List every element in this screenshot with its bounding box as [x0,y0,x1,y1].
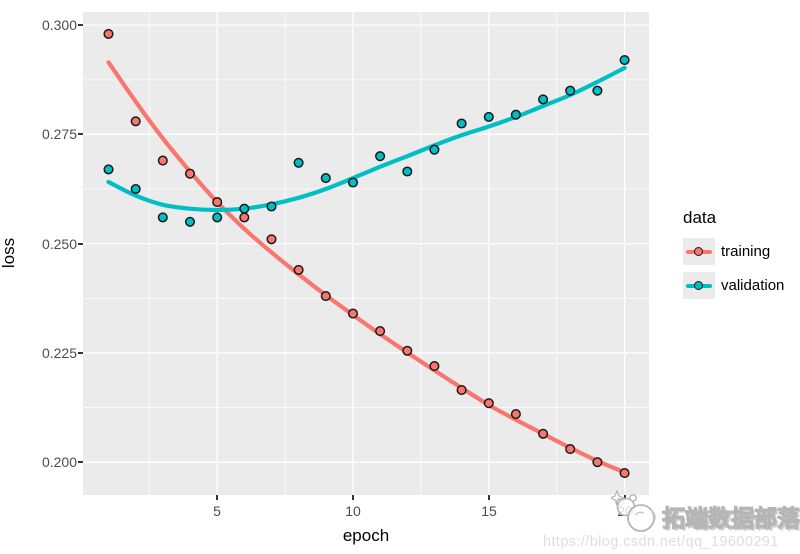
plot-area [83,12,649,495]
validation-point [483,111,494,122]
training-point [565,444,576,455]
validation-point [184,216,196,227]
legend-point-icon [694,280,703,290]
training-point [293,264,304,275]
watermark-brand: 拓端数据部落 [662,505,800,532]
training-point [483,398,494,409]
training-point [157,155,168,166]
validation-point [510,109,521,120]
panel-background [83,12,649,495]
y-axis-title: loss [0,237,18,269]
legend-label-training: training [721,243,771,260]
legend: data training validation [683,208,784,306]
legend-key-training [683,238,715,265]
y-tick-label: 0.200 [41,454,77,470]
validation-point [429,144,440,155]
x-tick-label: 15 [481,503,497,519]
training-point [402,345,413,356]
x-tick-mark [624,495,626,500]
training-point [239,212,250,223]
legend-title: data [683,208,717,227]
validation-point [266,201,277,212]
y-tick-mark [78,352,83,354]
y-tick-mark [78,133,83,135]
training-point [184,168,196,179]
validation-point [320,173,331,184]
training-point [130,116,141,127]
legend-item-training: training [683,238,784,265]
validation-point [130,183,141,195]
validation-point [347,177,359,188]
y-tick-mark [78,461,83,463]
x-tick-label: 10 [345,503,361,519]
validation-point [212,212,223,223]
validation-point [293,157,304,168]
validation-point [538,94,549,105]
y-tick-label: 0.250 [41,236,77,252]
validation-point [619,55,630,66]
x-axis-title: epoch [342,526,390,545]
training-point [592,457,603,468]
legend-key-validation [683,272,715,299]
y-tick-label: 0.275 [41,126,77,142]
validation-point [456,118,467,129]
x-tick-mark [488,495,490,500]
validation-point [402,166,413,177]
legend-item-validation: validation [683,272,784,299]
training-point [347,308,359,319]
validation-point [157,212,168,223]
y-tick-label: 0.225 [41,345,77,361]
y-tick-mark [78,24,83,26]
training-point [429,361,440,372]
validation-point [375,151,386,162]
watermark-url: https://blog.csdn.net/qq_19600291 [543,534,779,550]
y-tick-label: 0.300 [41,17,77,33]
training-point [320,291,331,302]
training-point [266,234,277,245]
training-point [212,197,223,208]
training-point [375,326,386,337]
legend-label-validation: validation [721,277,785,294]
validation-point [565,85,576,96]
training-point [510,409,521,420]
plot-panel [83,12,649,495]
x-tick-mark [216,495,218,500]
x-tick-label: 5 [213,503,221,519]
y-tick-mark [78,243,83,245]
watermark-logo-icon [611,490,656,532]
validation-point [103,164,114,175]
training-point [538,428,549,439]
training-point [619,468,630,479]
validation-smooth-line [106,65,627,213]
x-tick-mark [352,495,354,500]
validation-point [592,85,603,96]
legend-point-icon [694,246,703,256]
training-point [103,28,114,39]
training-point [456,385,467,396]
validation-point [239,203,250,214]
